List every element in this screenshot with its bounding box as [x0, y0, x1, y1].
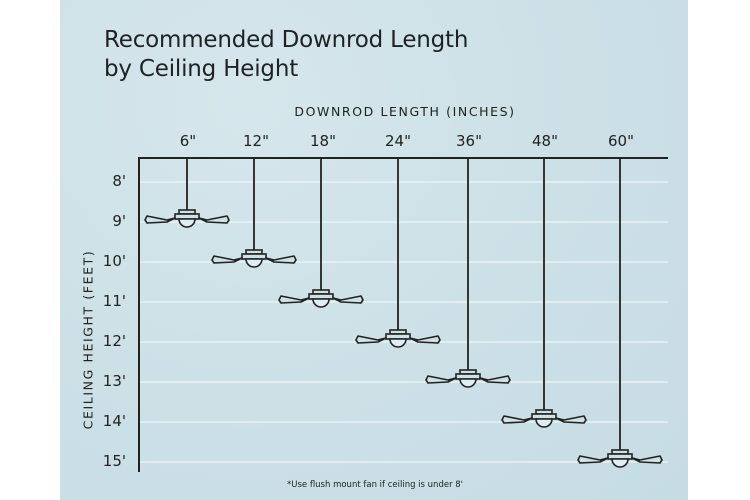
- x-tick-12: 12": [243, 132, 269, 150]
- y-tick-12: 12': [102, 332, 126, 350]
- fan-icon-48in: [501, 409, 587, 428]
- gridlines: [140, 181, 668, 463]
- title-line-1: Recommended Downrod Length: [104, 27, 469, 53]
- diagram-title: Recommended Downrod Length by Ceiling He…: [104, 26, 468, 84]
- y-tick-9: 9': [112, 212, 126, 230]
- x-tick-48: 48": [532, 132, 558, 150]
- x-tick-6: 6": [179, 132, 197, 150]
- x-tick-18: 18": [310, 132, 336, 150]
- fan-icon-6in: [144, 209, 230, 228]
- y-tick-15: 15': [102, 452, 126, 470]
- axes: [138, 157, 668, 472]
- x-tick-24: 24": [385, 132, 411, 150]
- fan-icon-12in: [211, 249, 297, 268]
- y-tick-13: 13': [102, 372, 126, 390]
- fan-icon-36in: [425, 369, 511, 388]
- downrods: [186, 158, 621, 450]
- x-tick-36: 36": [456, 132, 482, 150]
- title-line-2: by Ceiling Height: [104, 56, 299, 82]
- y-tick-10: 10': [102, 252, 126, 270]
- x-tick-60: 60": [608, 132, 634, 150]
- y-tick-8: 8': [112, 172, 126, 190]
- fan-icon-24in: [355, 329, 441, 348]
- y-tick-14: 14': [102, 412, 126, 430]
- y-tick-11: 11': [102, 292, 126, 310]
- fan-icon-60in: [577, 449, 663, 468]
- x-axis-label: DOWNROD LENGTH (INCHES): [294, 104, 516, 119]
- fan-icon-18in: [278, 289, 364, 308]
- footnote: *Use flush mount fan if ceiling is under…: [286, 480, 464, 490]
